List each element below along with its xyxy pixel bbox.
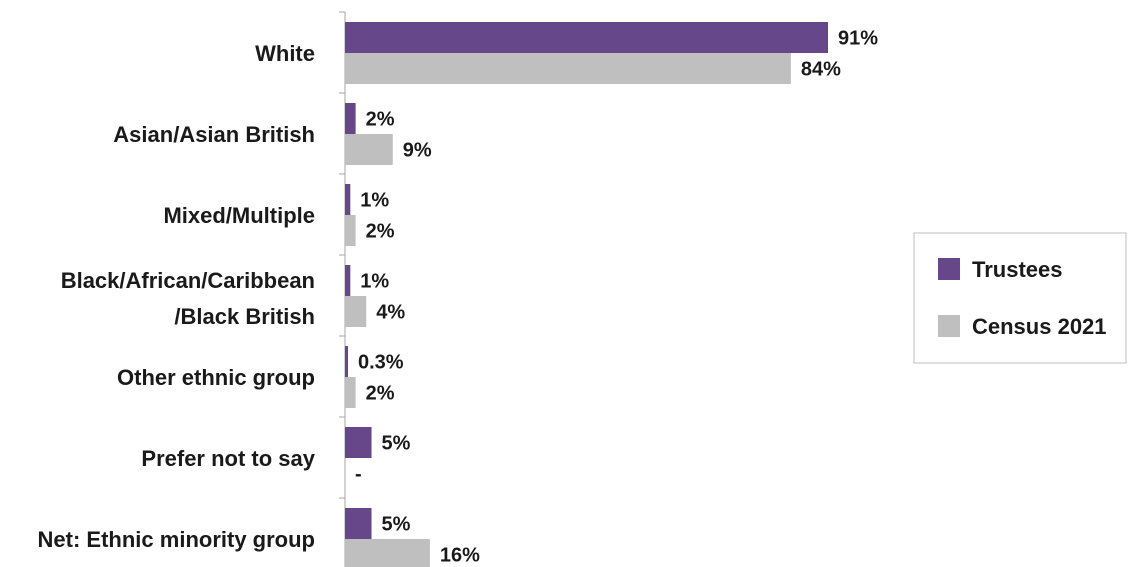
data-label-census-2021-prefer-not-to-say: - xyxy=(355,464,362,486)
bar-trustees-net-ethnic-minority-group xyxy=(345,508,372,539)
data-label-census-2021-asian-asian-british: 9% xyxy=(403,140,432,162)
category-label-white: White xyxy=(255,41,315,66)
data-label-trustees-prefer-not-to-say: 5% xyxy=(382,433,411,455)
bar-trustees-asian-asian-british xyxy=(345,103,356,134)
category-label-asian-asian-british: Asian/Asian British xyxy=(113,122,315,147)
labels-group: White 91% 84% Asian/Asian British 2% 9% Mixed/… xyxy=(38,28,879,567)
bar-census-2021-net-ethnic-minority-group xyxy=(345,539,430,567)
data-label-census-2021-black-african-caribbean-black-british: 4% xyxy=(376,302,405,324)
bar-census-2021-mixed-multiple xyxy=(345,215,356,246)
legend-label-trustees: Trustees xyxy=(972,257,1063,282)
data-label-trustees-asian-asian-british: 2% xyxy=(366,109,395,131)
bar-census-2021-other-ethnic-group xyxy=(345,377,356,408)
data-label-census-2021-mixed-multiple: 2% xyxy=(366,221,395,243)
data-label-census-2021-net-ethnic-minority-group: 16% xyxy=(440,545,480,567)
category-label-prefer-not-to-say: Prefer not to say xyxy=(141,446,315,471)
category-label-black-african-caribbean-black-british-line-2: /Black British xyxy=(174,304,315,329)
category-label-other-ethnic-group: Other ethnic group xyxy=(117,365,315,390)
legend-label-census-2021: Census 2021 xyxy=(972,314,1107,339)
legend-swatch-census-2021 xyxy=(938,315,960,337)
legend-swatch-trustees xyxy=(938,258,960,280)
bar-trustees-prefer-not-to-say xyxy=(345,427,372,458)
category-label-net-ethnic-minority-group: Net: Ethnic minority group xyxy=(38,527,315,552)
data-label-trustees-other-ethnic-group: 0.3% xyxy=(358,352,404,374)
data-label-trustees-white: 91% xyxy=(838,28,878,50)
data-label-trustees-black-african-caribbean-black-british: 1% xyxy=(360,271,389,293)
bar-trustees-black-african-caribbean-black-british xyxy=(345,265,351,296)
data-label-census-2021-white: 84% xyxy=(801,59,841,81)
axis-group xyxy=(339,11,346,567)
bar-census-2021-white xyxy=(345,53,791,84)
bar-trustees-other-ethnic-group xyxy=(345,346,348,377)
data-label-census-2021-other-ethnic-group: 2% xyxy=(366,383,395,405)
bar-census-2021-asian-asian-british xyxy=(345,134,393,165)
bars-group xyxy=(345,22,828,567)
bar-census-2021-black-african-caribbean-black-british xyxy=(345,296,367,327)
legend: Trustees Census 2021 xyxy=(913,232,1127,364)
category-label-black-african-caribbean-black-british-line-1: Black/African/Caribbean xyxy=(61,268,315,293)
category-label-mixed-multiple: Mixed/Multiple xyxy=(163,203,315,228)
bar-trustees-mixed-multiple xyxy=(345,184,351,215)
bar-trustees-white xyxy=(345,22,828,53)
data-label-trustees-mixed-multiple: 1% xyxy=(360,190,389,212)
data-label-trustees-net-ethnic-minority-group: 5% xyxy=(382,514,411,536)
legend-box xyxy=(913,232,1127,364)
